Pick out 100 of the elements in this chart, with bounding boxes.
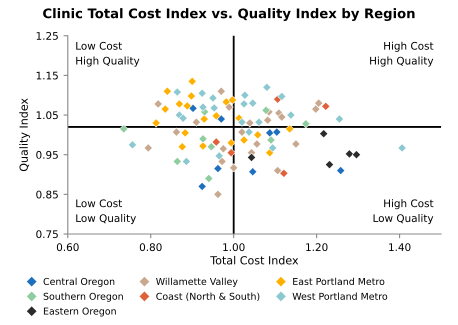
- point: [198, 102, 208, 112]
- point: [178, 114, 188, 123]
- point: [224, 102, 234, 112]
- x-tick-label: 1.00: [223, 243, 245, 252]
- point: [253, 130, 262, 140]
- point: [182, 101, 192, 110]
- point: [262, 106, 270, 115]
- point: [218, 144, 228, 154]
- point: [200, 114, 209, 124]
- point: [291, 140, 300, 148]
- x-tick-label: 1.40: [389, 243, 410, 252]
- point: [174, 100, 184, 108]
- point: [240, 136, 248, 144]
- annotation: High Cost Low Quality: [374, 199, 434, 224]
- point: [252, 140, 262, 148]
- point: [334, 114, 344, 124]
- point: [229, 163, 238, 172]
- point: [262, 82, 272, 92]
- point: [144, 144, 153, 152]
- point: [154, 100, 163, 108]
- point: [301, 119, 310, 128]
- point: [238, 118, 246, 127]
- point: [272, 128, 282, 137]
- point: [206, 142, 216, 152]
- point: [238, 128, 246, 137]
- point: [344, 149, 354, 158]
- point: [277, 112, 286, 122]
- y-axis-title: Quality Index: [19, 98, 30, 172]
- point: [319, 129, 328, 138]
- point: [286, 110, 296, 120]
- point: [277, 92, 286, 101]
- y-tick-label: 1.05: [36, 111, 58, 120]
- point: [325, 160, 334, 170]
- point: [265, 148, 274, 158]
- legend-label: Willamette Valley: [156, 278, 238, 287]
- point: [162, 86, 172, 96]
- legend-label: Southern Oregon: [44, 292, 123, 302]
- point: [266, 136, 276, 144]
- point: [248, 98, 258, 108]
- point: [212, 138, 221, 146]
- y-tick-label: 1.15: [36, 72, 58, 80]
- point: [198, 88, 207, 98]
- point: [247, 153, 256, 162]
- point: [244, 128, 254, 137]
- point: [182, 156, 191, 166]
- point: [172, 128, 181, 137]
- point: [216, 86, 226, 96]
- legend-label: East Portland Metro: [293, 278, 384, 286]
- point: [273, 166, 282, 176]
- point: [188, 76, 197, 86]
- point: [228, 96, 237, 104]
- point: [119, 124, 128, 134]
- point: [186, 92, 196, 100]
- x-tick-label: 1.20: [306, 243, 328, 252]
- y-tick-label: 1.25: [36, 32, 58, 40]
- point: [188, 104, 198, 113]
- annotation: Low Cost High Quality: [76, 42, 140, 67]
- y-tick-label: 0.85: [36, 190, 58, 198]
- y-tick-label: 0.75: [36, 230, 58, 238]
- point: [285, 124, 294, 134]
- legend-label: Central Oregon: [44, 278, 114, 287]
- point: [198, 134, 208, 144]
- point: [160, 104, 170, 114]
- point: [265, 128, 274, 138]
- y-tick-label: 0.95: [36, 150, 58, 159]
- point: [226, 148, 236, 158]
- point: [198, 142, 208, 150]
- point: [321, 102, 330, 111]
- point: [213, 164, 222, 174]
- point: [128, 140, 137, 150]
- point: [226, 138, 236, 148]
- point: [245, 118, 254, 128]
- legend-label: Eastern Oregon: [44, 308, 116, 316]
- point: [336, 166, 346, 176]
- point: [172, 156, 182, 166]
- annotation: High Cost High Quality: [370, 42, 434, 67]
- x-tick-label: 0.60: [56, 243, 79, 252]
- point: [172, 88, 182, 96]
- point: [180, 128, 190, 138]
- point: [352, 150, 361, 160]
- legend-label: West Portland Metro: [292, 292, 388, 300]
- point: [268, 144, 278, 152]
- point: [204, 174, 214, 183]
- point: [216, 114, 226, 124]
- chart-title: Clinic Total Cost Index vs. Quality Index by Region: [43, 8, 415, 21]
- point: [240, 90, 250, 100]
- legend-label: Coast (North & South): [156, 292, 260, 301]
- point: [240, 100, 248, 108]
- point: [254, 118, 264, 127]
- point: [398, 144, 407, 152]
- x-axis-title: Total Cost Index: [210, 256, 298, 264]
- point: [248, 167, 258, 176]
- annotation: Low Cost Low Quality: [76, 199, 136, 224]
- point: [210, 103, 219, 112]
- point: [198, 182, 207, 191]
- point: [213, 190, 222, 199]
- point: [218, 156, 227, 166]
- point: [192, 118, 201, 127]
- point: [314, 98, 324, 108]
- point: [208, 94, 218, 102]
